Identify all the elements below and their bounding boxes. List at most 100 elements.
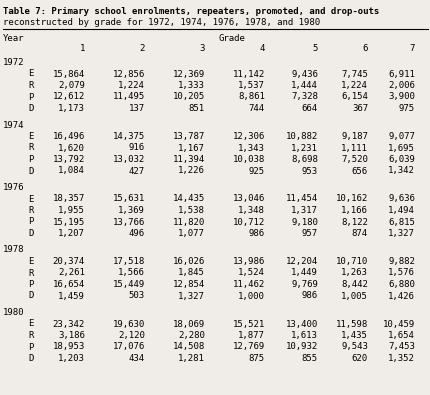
Text: 11,462: 11,462 — [232, 280, 264, 289]
Text: Table 7: Primary school enrolments, repeaters, promoted, and drop-outs: Table 7: Primary school enrolments, repe… — [3, 7, 378, 16]
Text: 1,538: 1,538 — [178, 206, 205, 215]
Text: 13,400: 13,400 — [285, 320, 317, 329]
Text: 1,620: 1,620 — [58, 143, 85, 152]
Text: 1,207: 1,207 — [58, 229, 85, 238]
Text: 1,342: 1,342 — [387, 167, 414, 175]
Text: 855: 855 — [301, 354, 317, 363]
Text: 3,186: 3,186 — [58, 331, 85, 340]
Text: 8,122: 8,122 — [340, 218, 367, 226]
Text: 10,882: 10,882 — [285, 132, 317, 141]
Text: E: E — [28, 132, 33, 141]
Text: 1,537: 1,537 — [237, 81, 264, 90]
Text: 12,769: 12,769 — [232, 342, 264, 352]
Text: 13,986: 13,986 — [232, 257, 264, 266]
Text: 1,224: 1,224 — [340, 81, 367, 90]
Text: 1,111: 1,111 — [340, 143, 367, 152]
Text: 10,459: 10,459 — [382, 320, 414, 329]
Text: 18,357: 18,357 — [52, 194, 85, 203]
Text: 12,854: 12,854 — [172, 280, 205, 289]
Text: 13,787: 13,787 — [172, 132, 205, 141]
Text: Year: Year — [3, 34, 25, 43]
Text: 10,205: 10,205 — [172, 92, 205, 102]
Text: R: R — [28, 269, 33, 278]
Text: Grade: Grade — [218, 34, 245, 43]
Text: 986: 986 — [301, 292, 317, 301]
Text: 975: 975 — [398, 104, 414, 113]
Text: 3: 3 — [199, 44, 205, 53]
Text: 1,369: 1,369 — [118, 206, 144, 215]
Text: 1,524: 1,524 — [237, 269, 264, 278]
Text: 1,327: 1,327 — [178, 292, 205, 301]
Text: 10,932: 10,932 — [285, 342, 317, 352]
Text: 1,263: 1,263 — [340, 269, 367, 278]
Text: 986: 986 — [248, 229, 264, 238]
Text: 6: 6 — [362, 44, 367, 53]
Text: 957: 957 — [301, 229, 317, 238]
Text: 7: 7 — [408, 44, 414, 53]
Text: 7,453: 7,453 — [387, 342, 414, 352]
Text: 1,317: 1,317 — [290, 206, 317, 215]
Text: 8,442: 8,442 — [340, 280, 367, 289]
Text: 1,167: 1,167 — [178, 143, 205, 152]
Text: 1,435: 1,435 — [340, 331, 367, 340]
Text: 851: 851 — [188, 104, 205, 113]
Text: 3,900: 3,900 — [387, 92, 414, 102]
Text: 9,769: 9,769 — [290, 280, 317, 289]
Text: 14,375: 14,375 — [113, 132, 144, 141]
Text: 656: 656 — [351, 167, 367, 175]
Text: D: D — [28, 167, 33, 175]
Text: 10,162: 10,162 — [335, 194, 367, 203]
Text: 6,911: 6,911 — [387, 70, 414, 79]
Text: 664: 664 — [301, 104, 317, 113]
Text: R: R — [28, 143, 33, 152]
Text: 1,000: 1,000 — [237, 292, 264, 301]
Text: 6,039: 6,039 — [387, 155, 414, 164]
Text: 10,712: 10,712 — [232, 218, 264, 226]
Text: 1,084: 1,084 — [58, 167, 85, 175]
Text: 2,006: 2,006 — [387, 81, 414, 90]
Text: 15,521: 15,521 — [232, 320, 264, 329]
Text: 9,543: 9,543 — [340, 342, 367, 352]
Text: 15,449: 15,449 — [113, 280, 144, 289]
Text: E: E — [28, 194, 33, 203]
Text: 6,154: 6,154 — [340, 92, 367, 102]
Text: 1,845: 1,845 — [178, 269, 205, 278]
Text: 1,173: 1,173 — [58, 104, 85, 113]
Text: 137: 137 — [129, 104, 144, 113]
Text: P: P — [28, 280, 33, 289]
Text: 2: 2 — [139, 44, 144, 53]
Text: 1978: 1978 — [3, 246, 25, 254]
Text: 6,880: 6,880 — [387, 280, 414, 289]
Text: 13,766: 13,766 — [113, 218, 144, 226]
Text: 1,231: 1,231 — [290, 143, 317, 152]
Text: 1,449: 1,449 — [290, 269, 317, 278]
Text: 9,882: 9,882 — [387, 257, 414, 266]
Text: 8,861: 8,861 — [237, 92, 264, 102]
Text: 9,436: 9,436 — [290, 70, 317, 79]
Text: 19,630: 19,630 — [113, 320, 144, 329]
Text: 1,877: 1,877 — [237, 331, 264, 340]
Text: 20,374: 20,374 — [52, 257, 85, 266]
Text: 1,955: 1,955 — [58, 206, 85, 215]
Text: 953: 953 — [301, 167, 317, 175]
Text: 6,815: 6,815 — [387, 218, 414, 226]
Text: 13,046: 13,046 — [232, 194, 264, 203]
Text: 1,333: 1,333 — [178, 81, 205, 90]
Text: 1,613: 1,613 — [290, 331, 317, 340]
Text: 874: 874 — [351, 229, 367, 238]
Text: 11,495: 11,495 — [113, 92, 144, 102]
Text: 13,792: 13,792 — [52, 155, 85, 164]
Text: 503: 503 — [129, 292, 144, 301]
Text: P: P — [28, 218, 33, 226]
Text: 23,342: 23,342 — [52, 320, 85, 329]
Text: 5: 5 — [312, 44, 317, 53]
Text: 1,327: 1,327 — [387, 229, 414, 238]
Text: 2,079: 2,079 — [58, 81, 85, 90]
Text: 1,226: 1,226 — [178, 167, 205, 175]
Text: 15,631: 15,631 — [113, 194, 144, 203]
Text: R: R — [28, 81, 33, 90]
Text: 1,459: 1,459 — [58, 292, 85, 301]
Text: D: D — [28, 354, 33, 363]
Text: 11,142: 11,142 — [232, 70, 264, 79]
Text: 1,281: 1,281 — [178, 354, 205, 363]
